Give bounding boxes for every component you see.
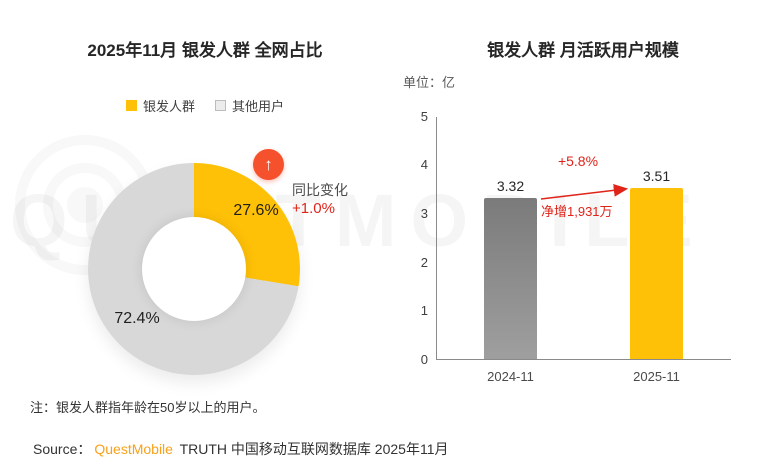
- x-label-2024-11: 2024-11: [487, 369, 534, 384]
- growth-arrow-icon: [540, 183, 629, 200]
- bar-2024-11: [484, 197, 537, 359]
- unit-label: 单位：亿: [403, 75, 456, 90]
- x-label-2025-11: 2025-11: [633, 369, 680, 384]
- bar-chart-title: 银发人群 月活跃用户规模: [487, 41, 679, 60]
- source-line: Source： QuestMobile TRUTH 中国移动互联网数据库 2025…: [33, 439, 448, 459]
- legend-item-other: 其他用户: [215, 96, 284, 115]
- donut-chart: 27.6% 72.4%: [88, 163, 300, 375]
- footnote: 注：银发人群指年龄在50岁以上的用户。: [30, 400, 266, 415]
- y-tick-4: 4: [420, 157, 428, 172]
- legend-swatch-other: [215, 100, 226, 111]
- donut-hole: [142, 217, 246, 321]
- yoy-change-value: +1.0%: [292, 200, 335, 217]
- y-tick-1: 1: [420, 303, 428, 318]
- legend-item-silver: 银发人群: [125, 96, 195, 115]
- yoy-change-label: 同比变化: [292, 182, 348, 198]
- donut-chart-title: 2025年11月 银发人群 全网占比: [87, 41, 323, 60]
- source-suffix: TRUTH 中国移动互联网数据库 2025年11月: [175, 441, 449, 457]
- legend-swatch-silver: [125, 100, 137, 111]
- y-tick-5: 5: [420, 109, 428, 124]
- source-prefix: Source：: [33, 441, 92, 457]
- donut-legend: 银发人群 其他用户: [20, 96, 390, 115]
- y-tick-0: 0: [420, 352, 428, 367]
- y-tick-3: 3: [420, 206, 428, 221]
- bar-chart-plot-area: 3.32 3.51 +5.8% 净增1,931万 2024-11 2025-11: [436, 117, 731, 384]
- legend-label-silver: 银发人群: [142, 99, 195, 114]
- growth-pct-annotation: +5.8%: [557, 153, 599, 169]
- net-increase-annotation: 净增1,931万: [541, 204, 613, 219]
- bar-2025-11: [630, 188, 683, 359]
- up-arrow-icon: ↑: [253, 149, 284, 180]
- bar-group-2025-11: 3.51: [620, 168, 693, 359]
- legend-label-other: 其他用户: [232, 99, 285, 114]
- donut-slice-label-other: 72.4%: [114, 310, 160, 327]
- watermark-ring: [67, 187, 103, 223]
- bar-value-2024-11: 3.32: [496, 177, 525, 194]
- bar-value-2025-11: 3.51: [642, 168, 671, 185]
- up-arrow-glyph: ↑: [264, 154, 273, 174]
- y-tick-2: 2: [420, 255, 428, 270]
- donut-slice-label-silver: 27.6%: [233, 202, 279, 219]
- source-brand: QuestMobile: [94, 441, 173, 457]
- bar-group-2024-11: 3.32: [474, 178, 547, 359]
